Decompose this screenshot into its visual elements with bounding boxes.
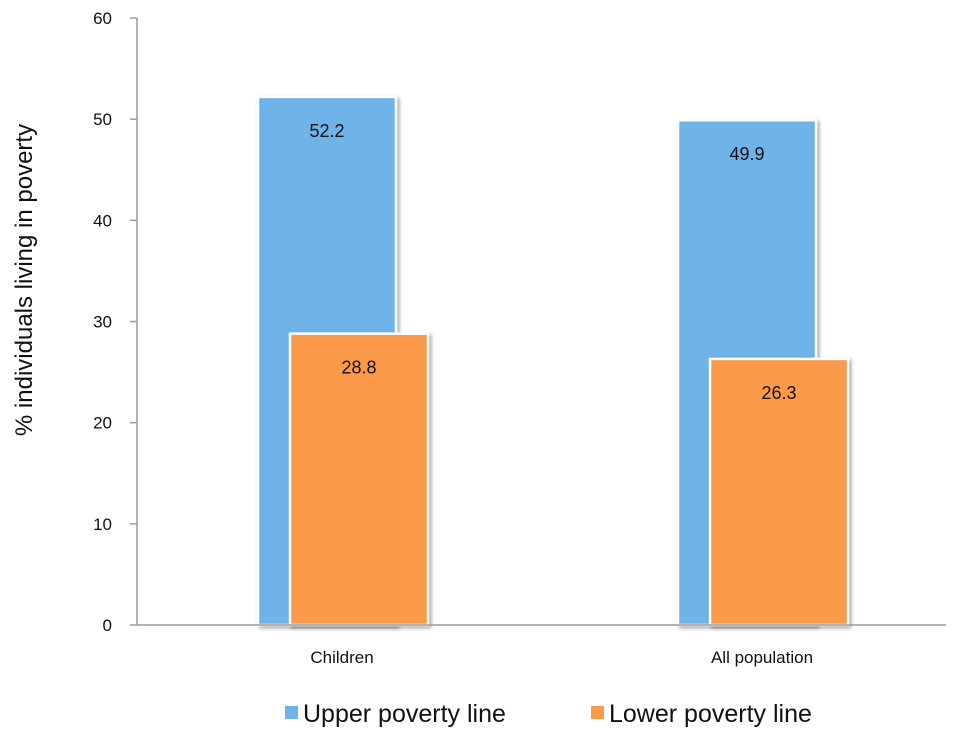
y-tick-label-50: 50 [93,110,112,129]
legend-swatch-upper-poverty-line [285,706,298,719]
legend-label-lower-poverty-line: Lower poverty line [609,700,812,728]
y-tick-label-10: 10 [93,515,112,534]
y-axis-title: % individuals living in poverty [11,124,38,436]
legend-swatch-lower-poverty-line [591,706,604,719]
x-category-label-all-population: All population [711,648,813,667]
data-label-lower-poverty-line-children: 28.8 [341,358,376,378]
y-tick-label-30: 30 [93,313,112,332]
bar-lower-poverty-line-all-population [708,357,850,627]
y-tick-label-40: 40 [93,211,112,230]
data-label-upper-poverty-line-all-population: 49.9 [729,144,764,164]
bars [256,95,850,627]
bar-lower-poverty-line-children [288,332,430,627]
y-tick-label-60: 60 [93,9,112,28]
legend: Upper poverty line Lower poverty line [285,700,812,728]
y-axis-ticks: 0 10 20 30 40 50 60 [93,9,137,635]
data-label-lower-poverty-line-all-population: 26.3 [761,383,796,403]
data-label-upper-poverty-line-children: 52.2 [309,121,344,141]
x-axis-labels: Children All population [310,648,813,667]
y-tick-label-0: 0 [103,616,112,635]
legend-label-upper-poverty-line: Upper poverty line [303,700,506,728]
y-tick-label-20: 20 [93,414,112,433]
x-category-label-children: Children [310,648,373,667]
data-labels: 52.2 28.8 49.9 26.3 [309,121,796,403]
